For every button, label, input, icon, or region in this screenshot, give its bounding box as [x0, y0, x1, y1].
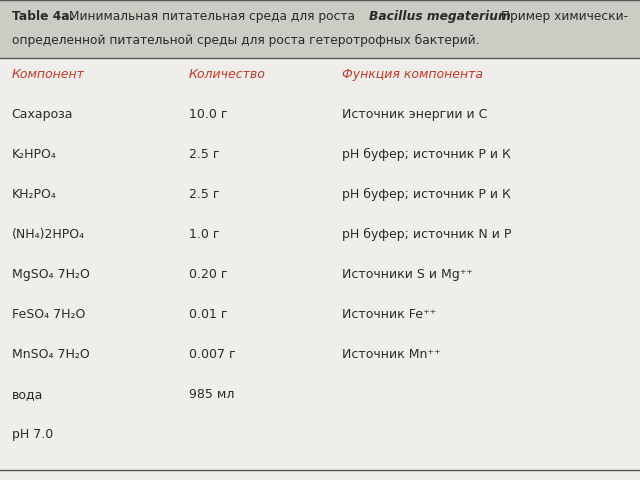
Text: определенной питательной среды для роста гетеротрофных бактерий.: определенной питательной среды для роста… [12, 34, 479, 47]
Text: KH₂PO₄: KH₂PO₄ [12, 188, 56, 201]
Text: Количество: Количество [189, 68, 266, 81]
Text: 0.20 г: 0.20 г [189, 268, 227, 281]
Text: pH буфер; источник Р и К: pH буфер; источник Р и К [342, 148, 511, 161]
Text: Минимальная питательная среда для роста: Минимальная питательная среда для роста [65, 10, 358, 23]
Text: FeSO₄ 7H₂O: FeSO₄ 7H₂O [12, 308, 85, 321]
Text: Источник энергии и С: Источник энергии и С [342, 108, 488, 121]
Text: Bacillus megaterium: Bacillus megaterium [369, 10, 510, 23]
Text: Источник Mn⁺⁺: Источник Mn⁺⁺ [342, 348, 441, 361]
Text: MgSO₄ 7H₂O: MgSO₄ 7H₂O [12, 268, 90, 281]
Text: K₂HPO₄: K₂HPO₄ [12, 148, 56, 161]
Text: 0.007 г: 0.007 г [189, 348, 236, 361]
Text: pH буфер; источник Р и К: pH буфер; источник Р и К [342, 188, 511, 201]
Text: Table 4a.: Table 4a. [12, 10, 74, 23]
Text: вода: вода [12, 388, 43, 401]
Text: (NH₄)2HPO₄: (NH₄)2HPO₄ [12, 228, 84, 241]
Text: Функция компонента: Функция компонента [342, 68, 483, 81]
Text: Источник Fe⁺⁺: Источник Fe⁺⁺ [342, 308, 436, 321]
Text: pH 7.0: pH 7.0 [12, 428, 52, 441]
Text: MnSO₄ 7H₂O: MnSO₄ 7H₂O [12, 348, 89, 361]
Text: Источники S и Mg⁺⁺: Источники S и Mg⁺⁺ [342, 268, 474, 281]
Text: 10.0 г: 10.0 г [189, 108, 227, 121]
Text: 2.5 г: 2.5 г [189, 148, 220, 161]
Text: Компонент: Компонент [12, 68, 84, 81]
Bar [0, 0, 640, 58]
Text: pH буфер; источник N и Р: pH буфер; источник N и Р [342, 228, 512, 241]
Text: 985 мл: 985 мл [189, 388, 234, 401]
Text: Сахароза: Сахароза [12, 108, 73, 121]
Text: 2.5 г: 2.5 г [189, 188, 220, 201]
Text: 0.01 г: 0.01 г [189, 308, 227, 321]
Text: 1.0 г: 1.0 г [189, 228, 220, 241]
Text: . Пример химически-: . Пример химически- [493, 10, 628, 23]
